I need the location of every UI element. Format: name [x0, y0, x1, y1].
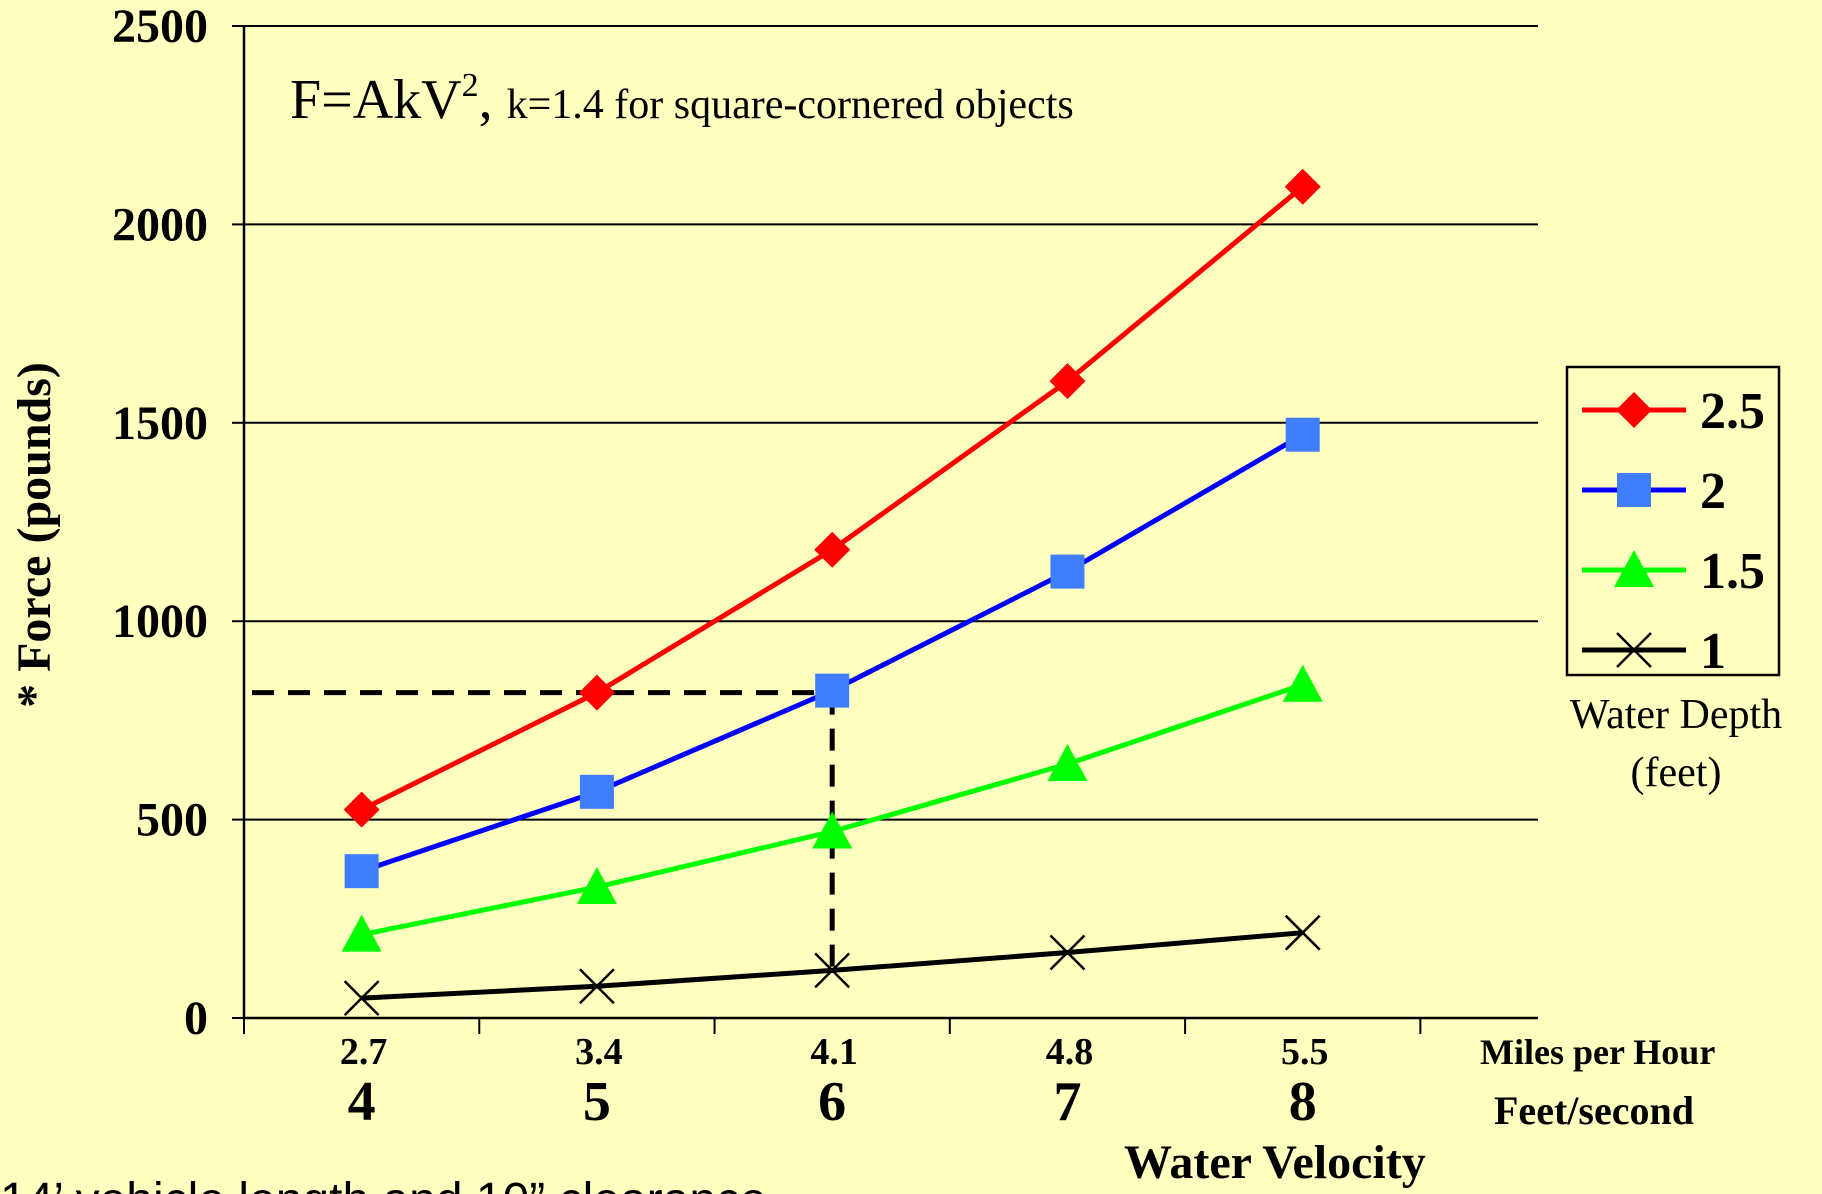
data-point [1047, 744, 1088, 782]
legend-marker [1614, 550, 1654, 587]
x-tick-label-fps: 5 [583, 1071, 611, 1133]
legend-label: 2 [1700, 463, 1726, 520]
data-point [1285, 417, 1320, 452]
axes: 0 500 1000 1500 2000 2500 2.74 3.45 4.16 4.87 5.58 [112, 0, 1538, 1133]
data-point [1282, 664, 1323, 702]
legend-label: 1.5 [1700, 543, 1765, 600]
data-point [815, 673, 850, 708]
data-point [343, 980, 380, 1017]
footnote: 14’ vehicle length and 10” clearance [0, 1174, 767, 1194]
formula-text: F=AkV2, k=1.4 for square-cornered objects [290, 67, 1074, 131]
data-point [814, 531, 851, 568]
data-point [576, 867, 617, 905]
x-tick-label-fps: 8 [1289, 1071, 1317, 1133]
y-axis-title: * Force (pounds) [8, 362, 61, 708]
legend-marker [1617, 473, 1651, 507]
reference-guide [252, 690, 835, 978]
y-tick-label: 1000 [112, 595, 208, 648]
data-point [341, 914, 382, 952]
legend-label: 1 [1700, 623, 1726, 680]
x-tick-label-fps: 6 [818, 1071, 846, 1133]
y-tick-label: 2500 [112, 0, 208, 53]
data-point [812, 811, 853, 849]
legend-marker [1616, 632, 1652, 668]
y-tick-label: 1500 [112, 397, 208, 450]
x-axis-title: Water Velocity [1124, 1136, 1426, 1189]
x-tick-label-mph: 4.8 [1046, 1031, 1094, 1073]
y-tick-label: 0 [184, 992, 208, 1045]
x-tick-label-mph: 3.4 [575, 1031, 623, 1073]
legend: 2.5 2 1.5 1 [1582, 383, 1765, 680]
data-point [1050, 554, 1085, 589]
gridlines [244, 25, 1538, 821]
x-tick-label-mph: 4.1 [810, 1031, 858, 1073]
legend-title-line1: Water Depth [1570, 692, 1782, 738]
legend-box [1565, 365, 1781, 677]
data-point [343, 791, 380, 828]
legend-title-line2: (feet) [1631, 750, 1722, 796]
data-point [1284, 168, 1321, 205]
x-axis-unit-mph: Miles per Hour [1480, 1032, 1715, 1072]
data-point [1049, 934, 1086, 971]
data-point [1284, 914, 1321, 951]
legend-label: 2.5 [1700, 383, 1765, 440]
x-tick-label-fps: 4 [348, 1071, 376, 1133]
x-axis-unit-fps: Feet/second [1494, 1088, 1694, 1133]
series-group [341, 168, 1323, 1017]
data-point [579, 968, 615, 1005]
y-tick-label: 500 [136, 794, 208, 847]
y-tick-label: 2000 [112, 198, 208, 251]
data-point [344, 854, 379, 889]
data-point [1049, 363, 1086, 400]
data-point [814, 952, 851, 989]
x-tick-label-mph: 2.7 [340, 1031, 388, 1073]
data-point [579, 774, 614, 809]
x-tick-label-fps: 7 [1053, 1071, 1081, 1133]
legend-marker [1616, 392, 1652, 428]
data-point [578, 674, 615, 711]
x-tick-label-mph: 5.5 [1281, 1031, 1329, 1073]
